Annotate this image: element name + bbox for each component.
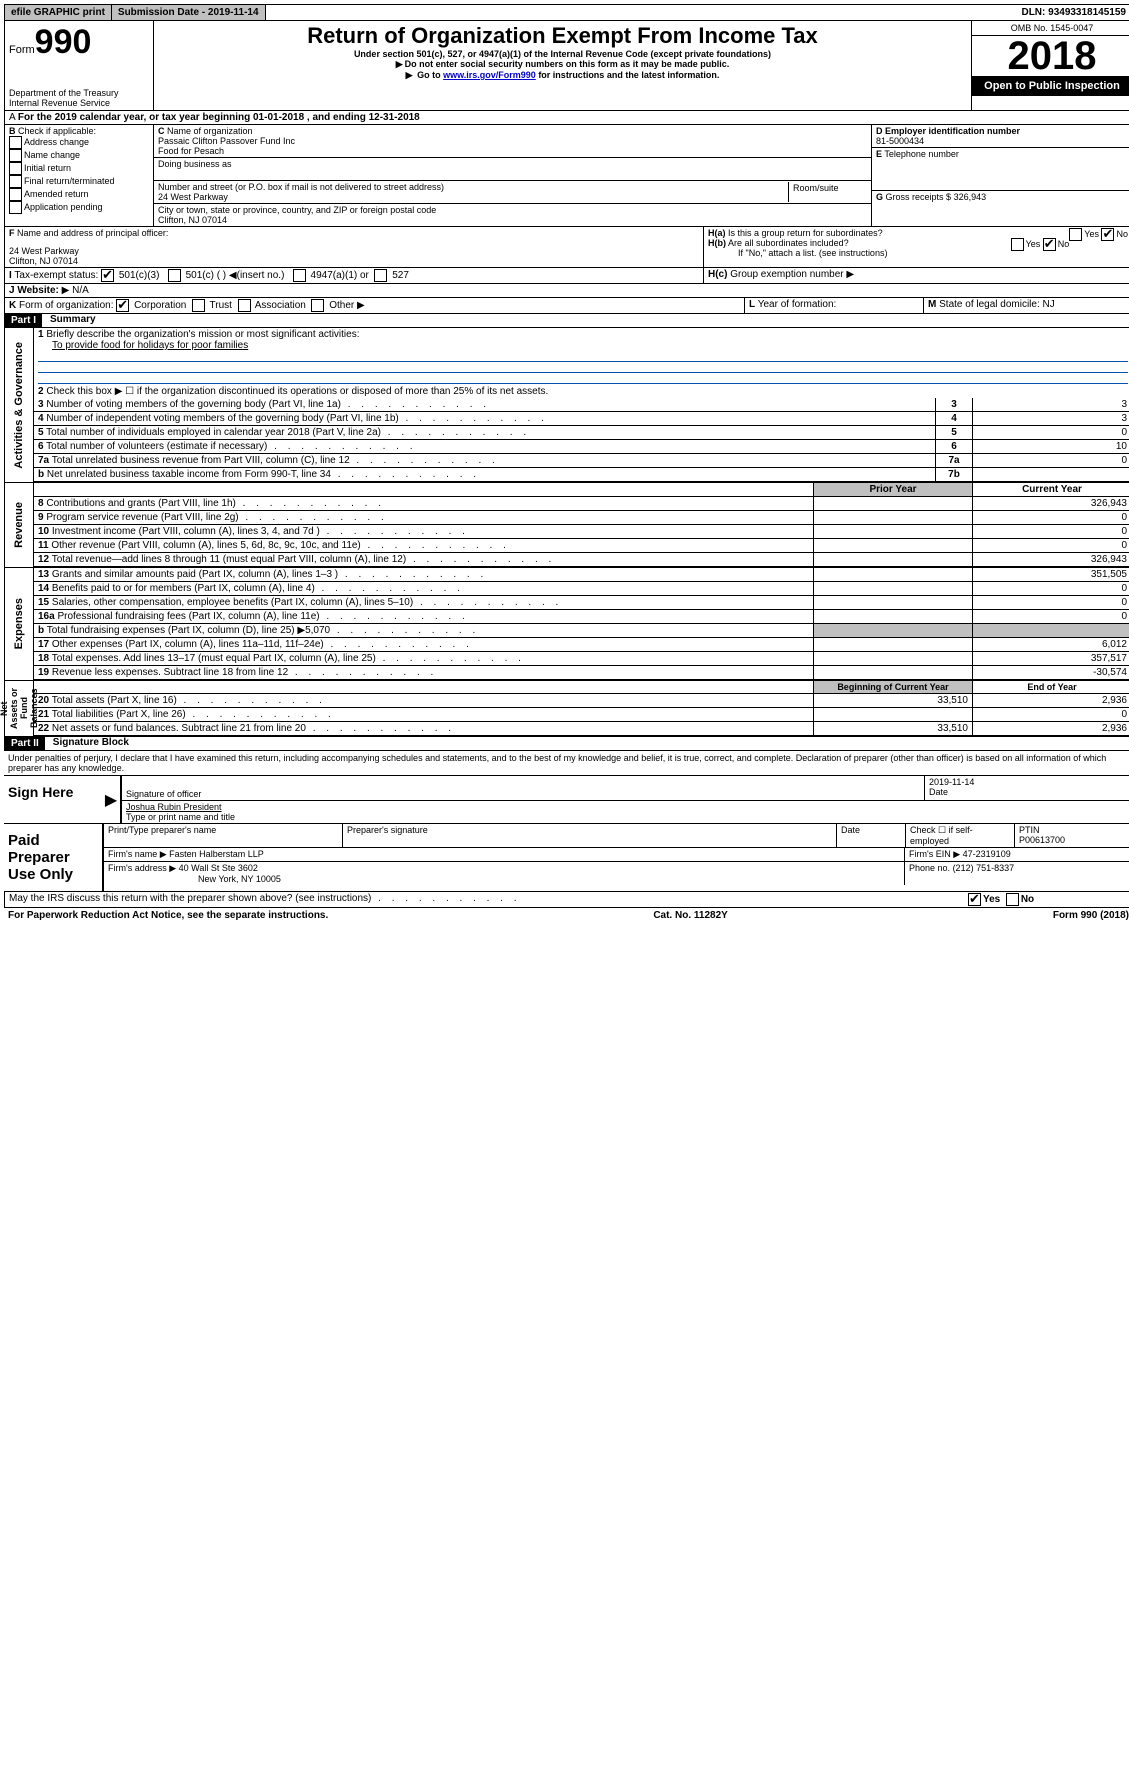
mission-text: To provide food for holidays for poor fa… (38, 340, 248, 351)
page-footer: For Paperwork Reduction Act Notice, see … (4, 908, 1129, 923)
sign-here-block: Sign Here ▶ Signature of officer 2019-11… (4, 775, 1129, 824)
officer-name: Joshua Rubin President (126, 802, 1129, 812)
period-a: A For the 2019 calendar year, or tax yea… (5, 111, 424, 124)
tax-year: 2018 (972, 36, 1129, 76)
firm-phone: (212) 751-8337 (953, 863, 1015, 873)
note-ssn: Do not enter social security numbers on … (160, 59, 965, 70)
identity-block: B Check if applicable: Address change Na… (4, 125, 1129, 227)
note-link: Go to www.irs.gov/Form990 for instructio… (160, 70, 965, 81)
sign-date: 2019-11-14 (929, 777, 1129, 787)
form-header: Form990 Department of the Treasury Inter… (4, 21, 1129, 111)
summary-section: Activities & Governance 1 Briefly descri… (4, 328, 1129, 483)
ein-value: 81-5000434 (876, 136, 1128, 146)
form-990-label: Form990 (9, 23, 149, 62)
efile-button[interactable]: efile GRAPHIC print (5, 5, 112, 20)
dln-label: DLN: 93493318145159 (1015, 5, 1129, 20)
treasury-label: Department of the Treasury (9, 88, 149, 98)
form-title: Return of Organization Exempt From Incom… (160, 23, 965, 49)
firm-ein: 47-2319109 (963, 849, 1011, 859)
city-state-zip: Clifton, NJ 07014 (158, 215, 867, 225)
top-bar: efile GRAPHIC print Submission Date - 20… (4, 4, 1129, 21)
irs-label: Internal Revenue Service (9, 98, 149, 108)
gross-receipts: 326,943 (954, 192, 987, 202)
form-subtitle: Under section 501(c), 527, or 4947(a)(1)… (160, 49, 965, 59)
org-name1: Passaic Clifton Passover Fund Inc (158, 136, 867, 146)
org-name2: Food for Pesach (158, 146, 867, 156)
declaration-text: Under penalties of perjury, I declare th… (4, 751, 1129, 775)
open-to-public: Open to Public Inspection (972, 76, 1129, 96)
part-i-header: Part I (5, 314, 42, 327)
form990-link[interactable]: www.irs.gov/Form990 (443, 70, 536, 80)
officer-block: F Name and address of principal officer:… (4, 227, 1129, 268)
firm-name: Fasten Halberstam LLP (169, 849, 264, 859)
ptin-value: P00613700 (1019, 835, 1065, 845)
submission-date: Submission Date - 2019-11-14 (112, 5, 266, 20)
street-address: 24 West Parkway (158, 192, 788, 202)
part-ii-header: Part II (5, 737, 45, 750)
paid-preparer-block: Paid Preparer Use Only Print/Type prepar… (4, 824, 1129, 892)
